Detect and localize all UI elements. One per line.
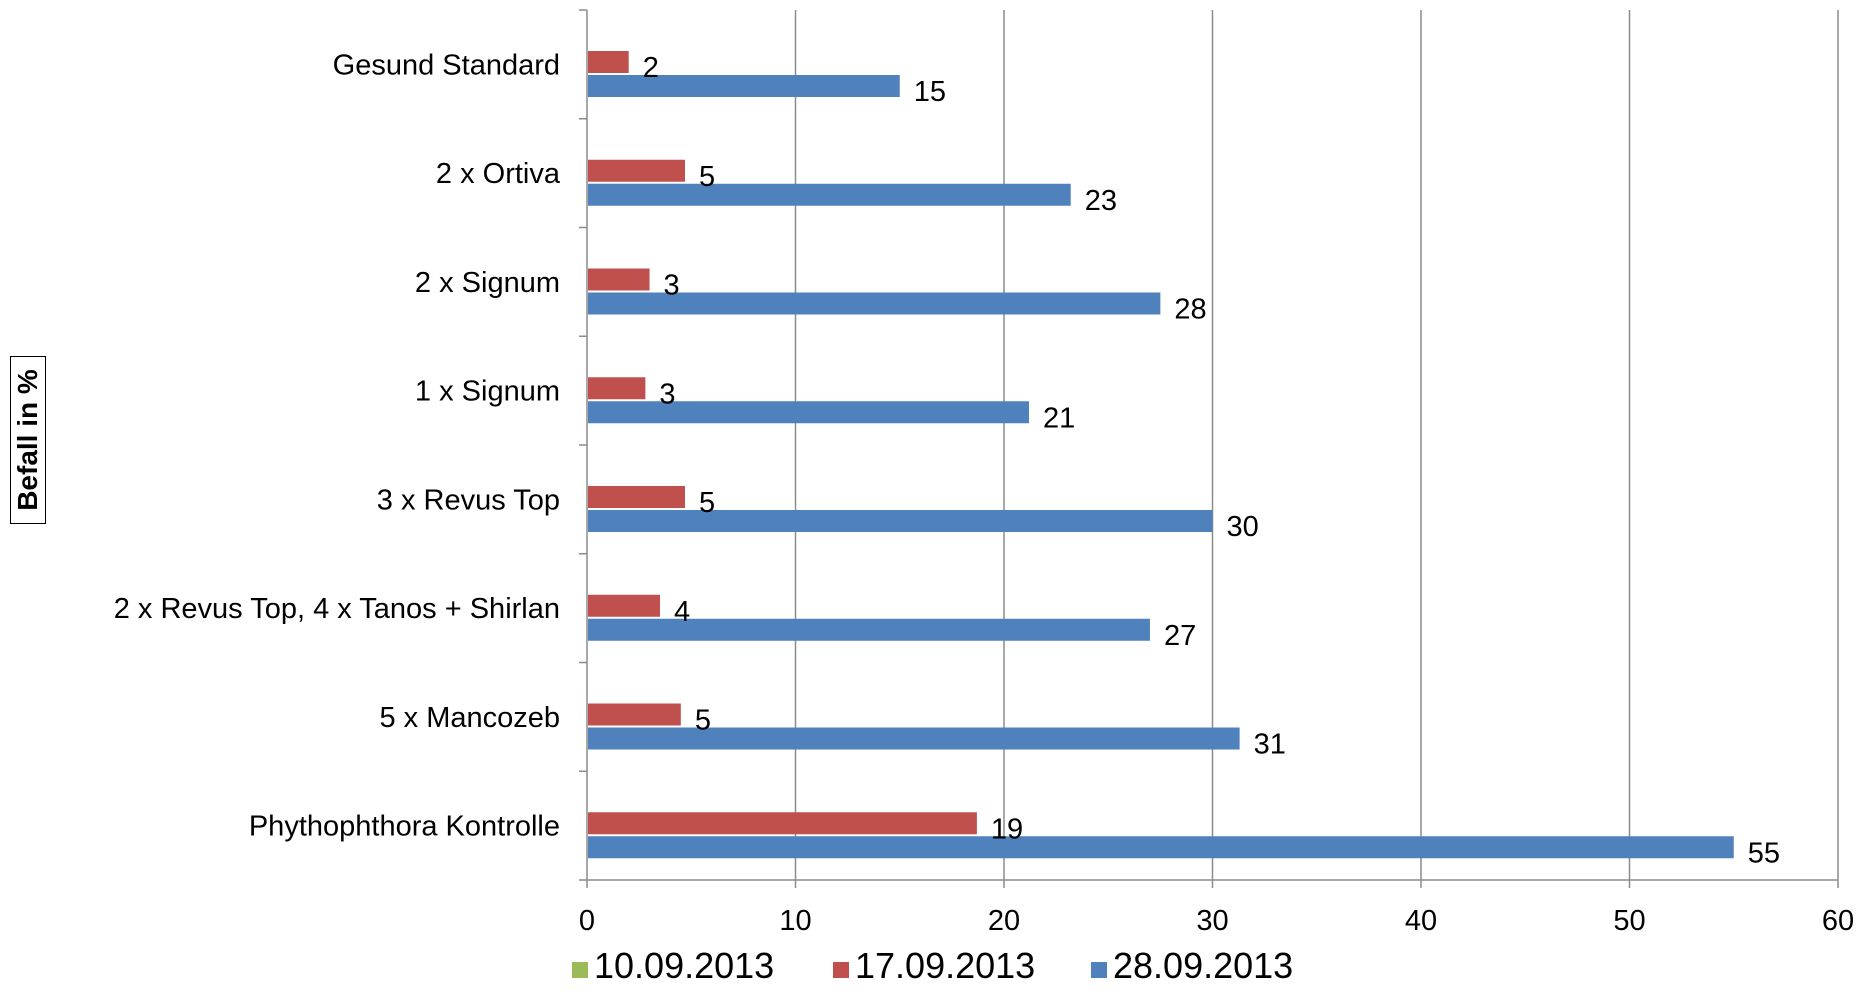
data-label: 28: [1174, 294, 1206, 326]
category-label: 2 x Signum: [415, 267, 560, 299]
category-label: 2 x Revus Top, 4 x Tanos + Shirlan: [114, 593, 560, 625]
x-tick-label: 20: [988, 905, 1020, 937]
data-label: 27: [1164, 620, 1196, 652]
category-label: 3 x Revus Top: [377, 484, 560, 516]
bar: [588, 377, 646, 400]
category-label: 1 x Signum: [415, 376, 560, 408]
x-tick-label: 10: [779, 905, 811, 937]
x-tick-label: 60: [1822, 905, 1854, 937]
bar: [588, 486, 685, 508]
data-label: 55: [1748, 837, 1780, 869]
bars: [588, 51, 1734, 859]
data-label: 30: [1227, 511, 1259, 543]
bar: [588, 618, 1150, 641]
bar: [588, 51, 629, 73]
y-axis-title: Befall in %: [12, 369, 43, 511]
bar: [588, 836, 1734, 859]
x-tick-label: 30: [1196, 905, 1228, 937]
legend: 10.09.2013 17.09.2013 28.09.2013: [572, 945, 1293, 986]
data-label: 23: [1085, 185, 1117, 217]
data-label: 19: [991, 813, 1023, 845]
data-label: 4: [674, 596, 690, 628]
x-tick-label: 0: [579, 905, 595, 937]
legend-label: 17.09.2013: [855, 945, 1035, 986]
data-label: 31: [1254, 729, 1286, 761]
bar: [588, 268, 650, 291]
bar: [588, 292, 1161, 315]
bar: [588, 594, 660, 617]
legend-swatch: [572, 962, 588, 978]
x-tick-label: 50: [1613, 905, 1645, 937]
y-axis-title-box: Befall in %: [10, 356, 46, 524]
data-label: 15: [914, 76, 946, 108]
bar: [588, 401, 1030, 424]
legend-label: 28.09.2013: [1113, 945, 1293, 986]
data-label: 3: [659, 378, 675, 410]
legend-swatch: [833, 962, 849, 978]
category-label: 2 x Ortiva: [436, 158, 561, 190]
category-label: Phythophthora Kontrolle: [249, 811, 560, 843]
category-label: Gesund Standard: [333, 49, 560, 81]
bar: [588, 510, 1213, 532]
bar: [588, 703, 681, 726]
legend-label: 10.09.2013: [594, 945, 774, 986]
axes: [579, 9, 1839, 888]
bar: [588, 183, 1071, 206]
category-label: 5 x Mancozeb: [379, 702, 560, 734]
bar: [588, 727, 1240, 750]
bar: [588, 812, 977, 835]
data-label: 3: [664, 270, 680, 302]
data-label: 5: [695, 705, 711, 737]
legend-swatch: [1091, 962, 1107, 978]
bar: [588, 75, 900, 97]
data-label: 5: [699, 487, 715, 519]
bar: [588, 159, 685, 182]
data-label: 5: [699, 161, 715, 193]
x-tick-label: 40: [1405, 905, 1437, 937]
data-label: 21: [1043, 402, 1075, 434]
data-label: 2: [643, 52, 659, 84]
